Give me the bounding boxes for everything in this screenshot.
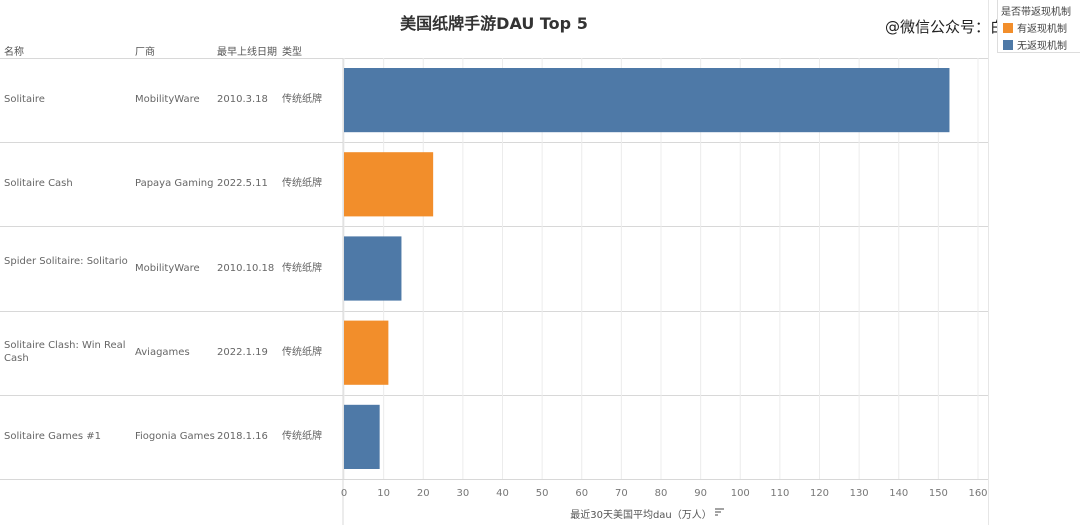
bar-2: [344, 152, 434, 217]
x-tick-label: 80: [655, 488, 668, 499]
table-cell-name: Solitaire Clash: Win Real Cash: [4, 339, 126, 364]
row-separator: [0, 310, 988, 312]
x-tick-label: 90: [694, 488, 707, 499]
column-header-type[interactable]: 类型: [282, 47, 302, 58]
row-separator: [0, 142, 988, 144]
sort-icon[interactable]: [715, 508, 724, 516]
chart-border: [988, 0, 989, 525]
table-cell-date: 2010.3.18: [217, 94, 268, 106]
x-tick-label: 150: [929, 488, 948, 499]
chart-title: 美国纸牌手游DAU Top 5: [400, 14, 588, 33]
x-tick-label: 40: [496, 488, 509, 499]
table-cell-vendor: MobilityWare: [135, 262, 200, 274]
table-cell-name: Spider Solitaire: Solitario: [4, 255, 128, 267]
table-cell-date: 2018.1.16: [217, 430, 268, 442]
x-tick-label: 120: [810, 488, 829, 499]
column-header-name[interactable]: 名称: [4, 47, 24, 58]
x-tick-label: 140: [889, 488, 908, 499]
legend-item-cashback[interactable]: 有返现机制: [1003, 20, 1067, 35]
x-tick-label: 160: [968, 488, 987, 499]
legend-swatch-blue: [1003, 40, 1013, 50]
x-tick-label: 10: [377, 488, 390, 499]
row-separator: [0, 58, 988, 59]
x-tick-label: 20: [417, 488, 430, 499]
row-separator: [0, 479, 988, 480]
column-header-date[interactable]: 最早上线日期: [217, 47, 277, 58]
table-cell-date: 2022.1.19: [217, 346, 268, 358]
column-header-vendor[interactable]: 厂商: [135, 47, 155, 58]
table-cell-type: 传统纸牌: [282, 262, 322, 274]
x-axis-label: 最近30天美国平均dau（万人）: [570, 508, 712, 521]
x-tick-label: 130: [850, 488, 869, 499]
x-tick-label: 50: [536, 488, 549, 499]
bar-1: [344, 68, 950, 133]
table-cell-name: Solitaire Games #1: [4, 430, 101, 442]
table-cell-type: 传统纸牌: [282, 178, 322, 190]
table-cell-type: 传统纸牌: [282, 94, 322, 106]
legend: 是否带返现机制 有返现机制 无返现机制: [997, 0, 1080, 53]
legend-label: 无返现机制: [1017, 41, 1067, 52]
bar-5: [344, 404, 380, 469]
row-separator: [0, 226, 988, 228]
x-tick-label: 110: [770, 488, 789, 499]
legend-label: 有返现机制: [1017, 24, 1067, 35]
legend-swatch-orange: [1003, 23, 1013, 33]
x-tick-label: 100: [731, 488, 750, 499]
table-cell-type: 传统纸牌: [282, 430, 322, 442]
bar-3: [344, 236, 402, 301]
table-cell-vendor: Aviagames: [135, 346, 190, 358]
table-cell-date: 2022.5.11: [217, 178, 268, 190]
x-tick-label: 30: [457, 488, 470, 499]
x-tick-label: 70: [615, 488, 628, 499]
table-cell-name: Solitaire Cash: [4, 178, 73, 190]
table-cell-vendor: Fiogonia Games: [135, 430, 215, 442]
table-cell-name: Solitaire: [4, 94, 45, 106]
x-tick-label: 60: [575, 488, 588, 499]
row-separator: [0, 394, 988, 396]
table-cell-type: 传统纸牌: [282, 346, 322, 358]
legend-item-no-cashback[interactable]: 无返现机制: [1003, 37, 1067, 52]
table-cell-date: 2010.10.18: [217, 262, 275, 274]
x-tick-label: 0: [341, 488, 347, 499]
legend-title: 是否带返现机制: [1001, 7, 1071, 18]
bar-4: [344, 320, 389, 385]
table-cell-vendor: Papaya Gaming: [135, 178, 214, 190]
table-cell-vendor: MobilityWare: [135, 94, 200, 106]
